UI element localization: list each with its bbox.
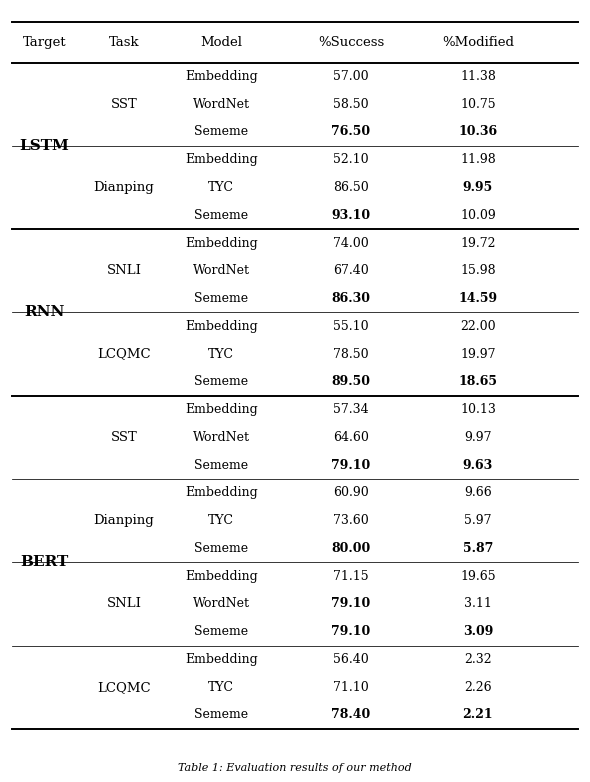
- Text: Sememe: Sememe: [194, 708, 248, 722]
- Text: Embedding: Embedding: [185, 70, 258, 83]
- Text: BERT: BERT: [20, 555, 68, 569]
- Text: TYC: TYC: [208, 347, 234, 361]
- Text: WordNet: WordNet: [193, 431, 250, 444]
- Text: Sememe: Sememe: [194, 375, 248, 389]
- Text: SST: SST: [110, 431, 137, 444]
- Text: 79.10: 79.10: [332, 597, 371, 611]
- Text: 67.40: 67.40: [333, 264, 369, 278]
- Text: WordNet: WordNet: [193, 98, 250, 111]
- Text: Embedding: Embedding: [185, 486, 258, 500]
- Text: 57.00: 57.00: [333, 70, 369, 83]
- Text: 78.40: 78.40: [332, 708, 371, 722]
- Text: 73.60: 73.60: [333, 514, 369, 527]
- Text: 9.95: 9.95: [463, 181, 493, 194]
- Text: Task: Task: [109, 36, 139, 48]
- Text: 5.97: 5.97: [464, 514, 491, 527]
- Text: Dianping: Dianping: [94, 514, 154, 527]
- Text: 86.30: 86.30: [332, 292, 371, 305]
- Text: 89.50: 89.50: [332, 375, 371, 389]
- Text: 18.65: 18.65: [458, 375, 497, 389]
- Text: %Modified: %Modified: [442, 36, 514, 48]
- Text: LSTM: LSTM: [19, 139, 69, 152]
- Text: 71.10: 71.10: [333, 680, 369, 694]
- Text: Sememe: Sememe: [194, 209, 248, 222]
- Text: 11.38: 11.38: [460, 70, 496, 83]
- Text: RNN: RNN: [24, 306, 64, 319]
- Text: 57.34: 57.34: [333, 403, 369, 416]
- Text: 2.21: 2.21: [463, 708, 493, 722]
- Text: 93.10: 93.10: [332, 209, 371, 222]
- Text: 52.10: 52.10: [333, 153, 369, 167]
- Text: SNLI: SNLI: [106, 597, 142, 611]
- Text: 19.97: 19.97: [460, 347, 496, 361]
- Text: Dianping: Dianping: [94, 181, 154, 194]
- Text: 2.26: 2.26: [464, 680, 491, 694]
- Text: Sememe: Sememe: [194, 292, 248, 305]
- Text: Embedding: Embedding: [185, 153, 258, 167]
- Text: 14.59: 14.59: [458, 292, 497, 305]
- Text: SNLI: SNLI: [106, 264, 142, 278]
- Text: LCQMC: LCQMC: [97, 680, 150, 694]
- Text: Sememe: Sememe: [194, 625, 248, 638]
- Text: 86.50: 86.50: [333, 181, 369, 194]
- Text: SST: SST: [110, 98, 137, 111]
- Text: 15.98: 15.98: [460, 264, 496, 278]
- Text: %Success: %Success: [318, 36, 384, 48]
- Text: 78.50: 78.50: [333, 347, 369, 361]
- Text: 58.50: 58.50: [333, 98, 369, 111]
- Text: 55.10: 55.10: [333, 320, 369, 333]
- Text: 60.90: 60.90: [333, 486, 369, 500]
- Text: TYC: TYC: [208, 181, 234, 194]
- Text: 19.72: 19.72: [460, 236, 496, 249]
- Text: 22.00: 22.00: [460, 320, 496, 333]
- Text: 76.50: 76.50: [332, 125, 371, 138]
- Text: 10.13: 10.13: [460, 403, 496, 416]
- Text: 9.66: 9.66: [464, 486, 492, 500]
- Text: 79.10: 79.10: [332, 458, 371, 472]
- Text: 56.40: 56.40: [333, 653, 369, 666]
- Text: Embedding: Embedding: [185, 569, 258, 583]
- Text: 80.00: 80.00: [332, 542, 371, 555]
- Text: Sememe: Sememe: [194, 125, 248, 138]
- Text: 74.00: 74.00: [333, 236, 369, 249]
- Text: 9.63: 9.63: [463, 458, 493, 472]
- Text: 3.09: 3.09: [463, 625, 493, 638]
- Text: Sememe: Sememe: [194, 542, 248, 555]
- Text: TYC: TYC: [208, 514, 234, 527]
- Text: 3.11: 3.11: [464, 597, 492, 611]
- Text: Model: Model: [200, 36, 242, 48]
- Text: 79.10: 79.10: [332, 625, 371, 638]
- Text: 10.75: 10.75: [460, 98, 496, 111]
- Text: WordNet: WordNet: [193, 264, 250, 278]
- Text: 64.60: 64.60: [333, 431, 369, 444]
- Text: LCQMC: LCQMC: [97, 347, 150, 361]
- Text: Embedding: Embedding: [185, 653, 258, 666]
- Text: Target: Target: [22, 36, 66, 48]
- Text: Embedding: Embedding: [185, 236, 258, 249]
- Text: Embedding: Embedding: [185, 403, 258, 416]
- Text: 71.15: 71.15: [333, 569, 369, 583]
- Text: 19.65: 19.65: [460, 569, 496, 583]
- Text: 9.97: 9.97: [464, 431, 491, 444]
- Text: 5.87: 5.87: [463, 542, 493, 555]
- Text: 2.32: 2.32: [464, 653, 491, 666]
- Text: 10.36: 10.36: [458, 125, 497, 138]
- Text: Sememe: Sememe: [194, 458, 248, 472]
- Text: Table 1: Evaluation results of our method: Table 1: Evaluation results of our metho…: [178, 763, 412, 773]
- Text: WordNet: WordNet: [193, 597, 250, 611]
- Text: Embedding: Embedding: [185, 320, 258, 333]
- Text: 11.98: 11.98: [460, 153, 496, 167]
- Text: TYC: TYC: [208, 680, 234, 694]
- Text: 10.09: 10.09: [460, 209, 496, 222]
